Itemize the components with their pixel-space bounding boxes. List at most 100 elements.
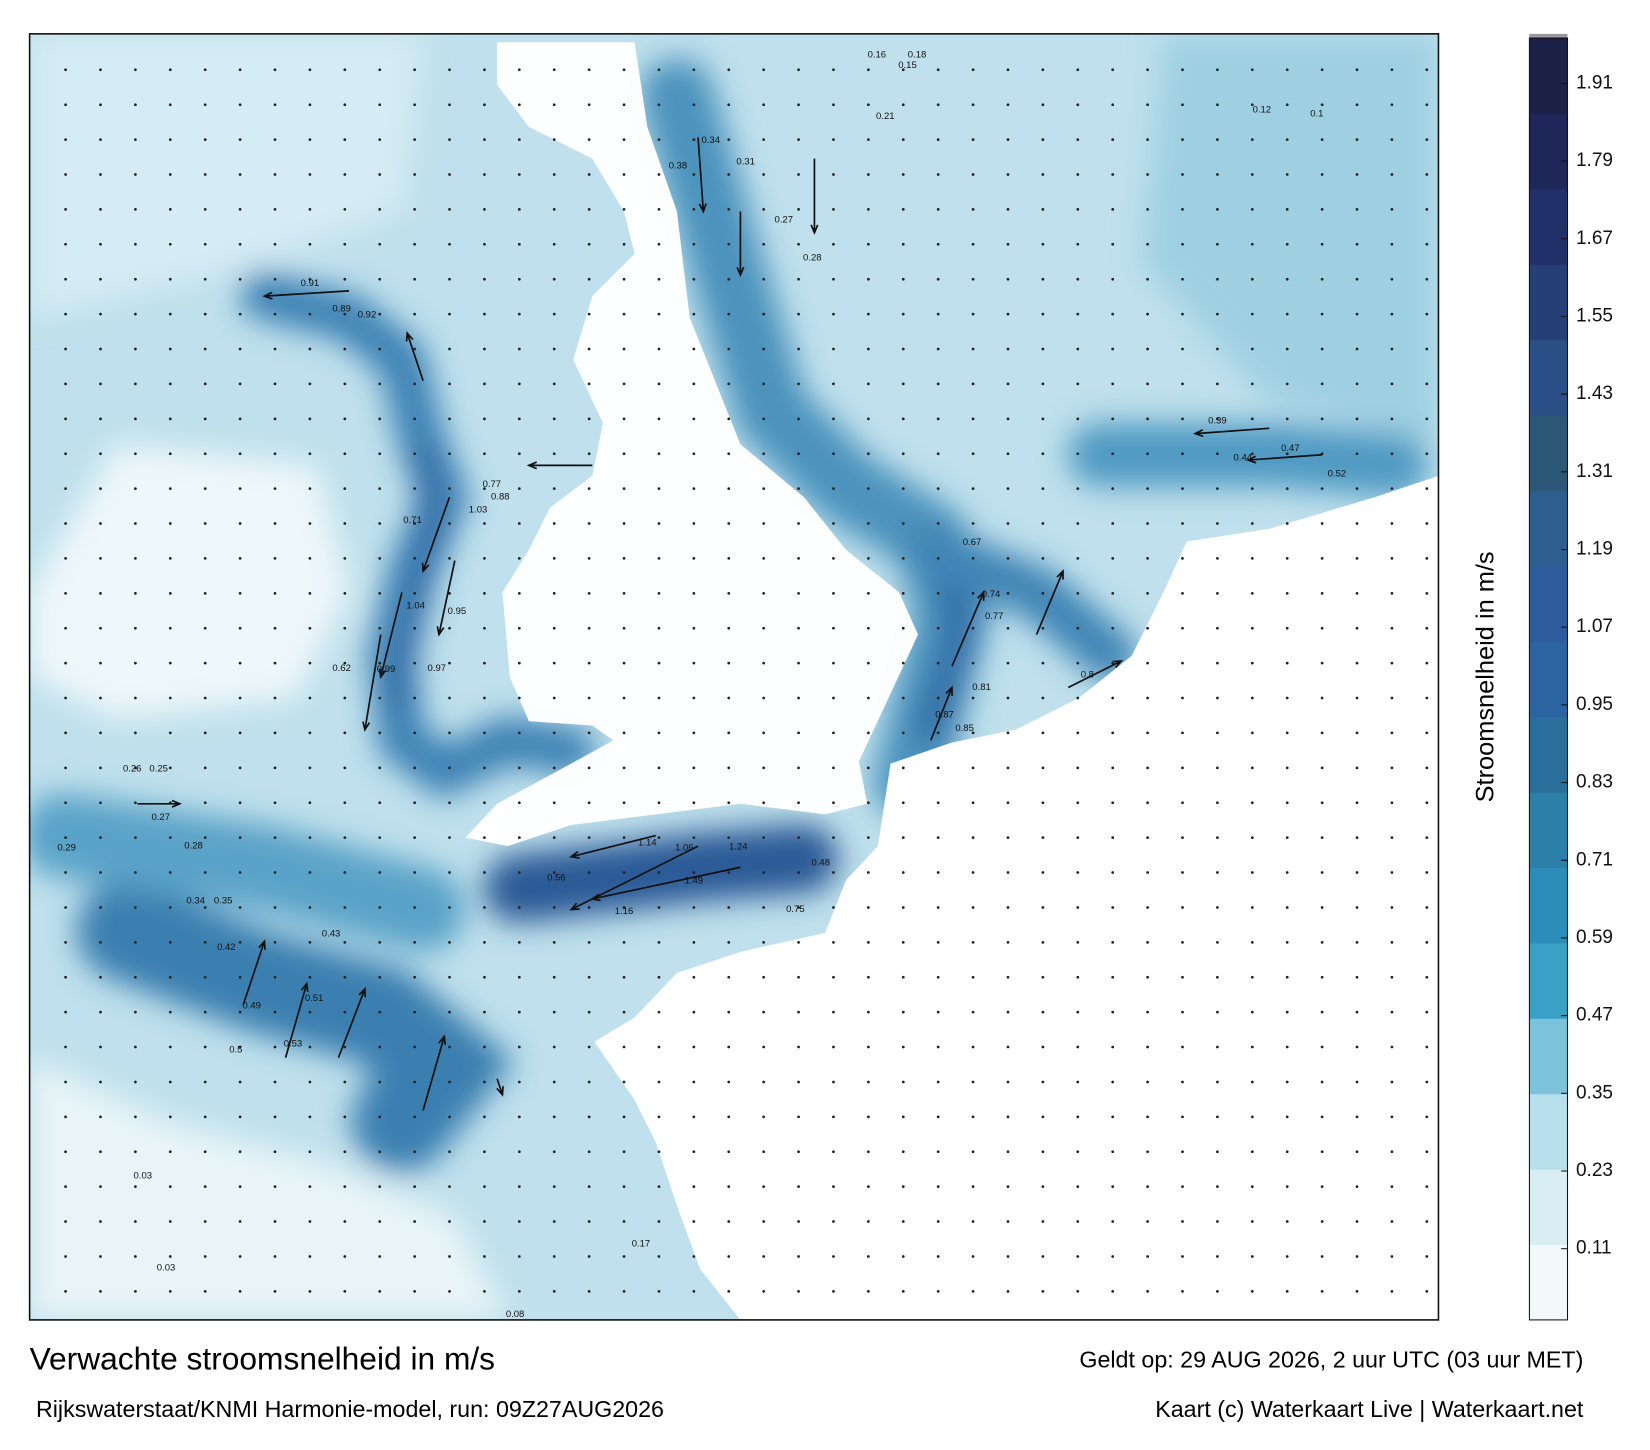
speed-labels: 0.910.890.920.770.881.030.710.951.040.97… <box>57 50 1346 1320</box>
grid-dot <box>1076 452 1080 456</box>
grid-dot <box>1250 1150 1254 1154</box>
grid-dot <box>308 452 312 456</box>
grid-dot <box>64 906 67 909</box>
grid-dot <box>308 1185 312 1189</box>
grid-dot <box>832 103 835 107</box>
grid-dot <box>971 1255 975 1258</box>
grid-dot <box>343 452 347 456</box>
speed-label: 0.81 <box>972 682 991 693</box>
arrow <box>590 866 741 902</box>
grid-dot <box>203 103 207 107</box>
grid-dot <box>587 696 591 700</box>
grid-dot <box>1181 487 1184 490</box>
grid-dot <box>1181 452 1184 456</box>
grid-dot <box>657 1289 661 1293</box>
grid-dot <box>1006 836 1010 840</box>
grid-dot <box>866 801 870 805</box>
grid-dot <box>343 208 347 211</box>
grid-dot <box>657 382 661 386</box>
grid-dot <box>832 1045 835 1049</box>
grid-dot <box>936 1010 940 1014</box>
grid-dot <box>727 591 731 595</box>
grid-dot <box>448 242 451 246</box>
grid-dot <box>273 1185 277 1189</box>
grid-dot <box>762 940 766 944</box>
grid-dot <box>727 487 731 490</box>
grid-dot <box>901 1185 905 1189</box>
colorbar-tick-label: 1.79 <box>1576 150 1613 171</box>
grid-dot <box>308 208 312 211</box>
grid-dot <box>517 382 521 386</box>
grid-dot <box>1076 522 1080 525</box>
grid-dot <box>99 626 102 630</box>
grid-dot <box>1041 731 1045 735</box>
grid-dot <box>1355 1255 1359 1258</box>
grid-dot <box>1320 1255 1324 1258</box>
grid-dot <box>1355 626 1359 630</box>
grid-dot <box>1390 591 1394 595</box>
grid-dot <box>1006 1115 1010 1119</box>
grid-dot <box>378 696 382 700</box>
grid-dot <box>1041 1255 1045 1258</box>
grid-dot <box>1181 696 1184 700</box>
grid-dot <box>203 347 207 351</box>
grid-dot <box>1355 487 1359 490</box>
grid-dot <box>168 626 172 630</box>
grid-dot <box>762 242 766 246</box>
grid-dot <box>1320 1185 1324 1189</box>
grid-dot <box>1425 68 1429 72</box>
grid-dot <box>622 801 626 805</box>
grid-dot <box>552 1115 556 1119</box>
grid-dot <box>692 871 696 874</box>
speed-label: 0.88 <box>491 492 510 503</box>
grid-dot <box>413 975 416 979</box>
grid-dot <box>1111 312 1115 316</box>
grid-dot <box>1146 103 1149 107</box>
speed-label: 1.03 <box>469 504 488 515</box>
grid-dot <box>866 312 870 316</box>
grid-dot <box>168 731 172 735</box>
grid-dot <box>552 975 556 979</box>
grid-dot <box>657 277 661 281</box>
grid-dot <box>657 173 661 176</box>
speed-label: 0.21 <box>876 111 895 122</box>
grid-dot <box>1076 487 1080 490</box>
grid-dot <box>99 1115 102 1119</box>
speed-label: 0.8 <box>1081 669 1094 680</box>
grid-dot <box>762 1220 766 1223</box>
grid-dot <box>99 347 102 351</box>
grid-dot <box>692 975 696 979</box>
colorbar-band <box>1529 867 1568 944</box>
grid-dot <box>971 871 975 874</box>
grid-dot <box>203 1185 207 1189</box>
colorbar-band <box>1529 415 1568 492</box>
grid-dot <box>762 1255 766 1258</box>
grid-dot <box>1076 1220 1080 1223</box>
grid-dot <box>1111 557 1115 560</box>
grid-dot <box>413 173 416 176</box>
grid-dot <box>727 173 731 176</box>
grid-dot <box>866 1220 870 1223</box>
grid-dot <box>1285 661 1289 665</box>
grid-dot <box>1390 626 1394 630</box>
grid-dot <box>64 1255 67 1258</box>
grid-dot <box>832 277 835 281</box>
arrow <box>810 158 819 235</box>
grid-dot <box>1320 1080 1324 1084</box>
grid-dot <box>1390 173 1394 176</box>
grid-dot <box>203 1220 207 1223</box>
grid-dot <box>448 557 451 560</box>
grid-dot <box>1390 1115 1394 1119</box>
grid-dot <box>936 417 940 421</box>
grid-dot <box>448 417 451 421</box>
grid-dot <box>1390 1220 1394 1223</box>
grid-dot <box>727 626 731 630</box>
grid-dot <box>1355 208 1359 211</box>
grid-dot <box>413 1010 416 1014</box>
grid-dot <box>378 871 382 874</box>
grid-dot <box>622 696 626 700</box>
grid-dot <box>168 975 172 979</box>
grid-dot <box>901 173 905 176</box>
grid-dot <box>273 173 277 176</box>
grid-dot <box>1250 312 1254 316</box>
